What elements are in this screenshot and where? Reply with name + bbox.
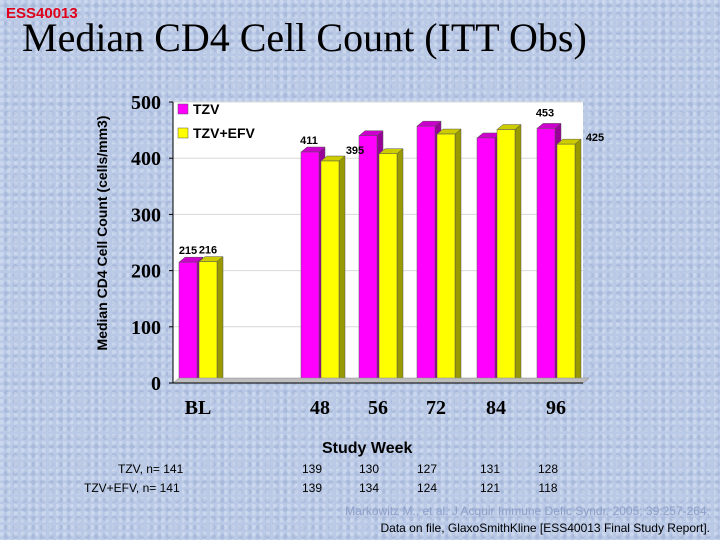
n-cell: 130 xyxy=(358,462,380,476)
data-label: 411 xyxy=(300,135,318,147)
bar-front xyxy=(320,160,340,384)
bar-front xyxy=(198,261,218,384)
x-tick-label: BL xyxy=(185,397,212,419)
y-tick-label: 100 xyxy=(131,317,161,339)
bar-side xyxy=(514,124,522,384)
y-tick-label: 300 xyxy=(131,204,161,226)
n-row-label-tzv-efv: TZV+EFV, n= 141 xyxy=(84,481,180,495)
y-tick-label: 400 xyxy=(131,148,161,170)
bars xyxy=(178,120,582,384)
legend-label: TZV xyxy=(193,101,220,117)
x-tick-label: 96 xyxy=(546,397,566,419)
bar-side xyxy=(574,138,582,384)
bar-side xyxy=(454,128,462,384)
x-axis-label: Study Week xyxy=(322,440,413,457)
y-tick-label: 500 xyxy=(131,92,161,114)
x-tick-labels: BL 48 56 72 84 96 xyxy=(185,397,566,419)
bar-front xyxy=(536,128,556,384)
data-label: 215 xyxy=(179,245,197,257)
bar-side xyxy=(338,155,346,384)
y-axis-label: Median CD4 Cell Count (cells/mm3) xyxy=(94,116,110,351)
bar-side xyxy=(396,148,404,384)
bar xyxy=(320,155,346,384)
data-labels: 215 216 411 395 453 425 xyxy=(179,107,604,257)
y-tick-label: 0 xyxy=(151,373,161,395)
n-cell: 127 xyxy=(416,462,438,476)
legend-swatch xyxy=(177,127,189,139)
data-label: 395 xyxy=(346,145,364,157)
bar-front xyxy=(378,153,398,384)
data-label: 453 xyxy=(536,107,554,119)
x-tick-label: 56 xyxy=(368,397,388,419)
x-axis-floor xyxy=(172,377,590,384)
n-cell: 131 xyxy=(479,462,501,476)
n-cell: 124 xyxy=(416,481,438,495)
legend-label: TZV+EFV xyxy=(193,125,256,141)
bar xyxy=(378,148,404,384)
bar-front xyxy=(476,137,496,384)
legend: TZV TZV+EFV xyxy=(177,101,256,141)
bar-front xyxy=(436,133,456,384)
bar xyxy=(198,256,224,384)
bar-side xyxy=(216,256,224,384)
bar-front xyxy=(416,125,436,384)
x-tick-label: 48 xyxy=(310,397,330,419)
bar-front xyxy=(178,261,198,384)
bar xyxy=(556,138,582,384)
axes xyxy=(172,102,590,384)
n-cell: 118 xyxy=(538,481,558,495)
bar-front xyxy=(358,135,378,384)
n-cell: 134 xyxy=(358,481,380,495)
data-label: 425 xyxy=(586,132,604,144)
bar-front xyxy=(496,129,516,384)
data-label: 216 xyxy=(199,245,217,257)
legend-item: TZV xyxy=(177,101,220,117)
x-tick-label: 72 xyxy=(426,397,446,419)
n-row-label-tzv: TZV, n= 141 xyxy=(118,462,184,476)
bar xyxy=(496,124,522,384)
legend-swatch xyxy=(177,103,189,115)
x-tick-label: 84 xyxy=(486,397,506,419)
page-title: Median CD4 Cell Count (ITT Obs) xyxy=(22,15,587,60)
legend-item: TZV+EFV xyxy=(177,125,256,141)
bar xyxy=(436,128,462,384)
study-code: ESS40013 xyxy=(6,5,78,22)
y-tick-labels: 0 100 200 300 400 500 xyxy=(131,92,173,395)
citation-data-source: Data on file, GlaxoSmithKline [ESS40013 … xyxy=(380,521,710,535)
citation-reference: Markowitz M., et al. J Acquir Immune Def… xyxy=(345,504,710,518)
bar-front xyxy=(556,143,576,384)
bar-front xyxy=(300,151,320,384)
n-cell: 139 xyxy=(301,462,323,476)
n-cell: 121 xyxy=(479,481,501,495)
n-cell: 139 xyxy=(301,481,323,495)
n-cell: 128 xyxy=(537,462,559,476)
y-tick-label: 200 xyxy=(131,261,161,283)
